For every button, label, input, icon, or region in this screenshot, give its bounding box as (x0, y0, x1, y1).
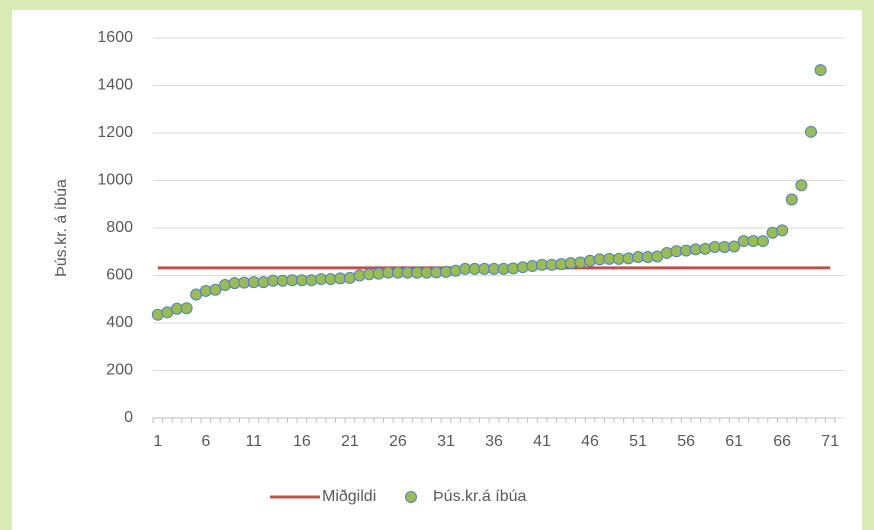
y-tick-label: 800 (106, 219, 133, 236)
x-tick-label: 66 (773, 433, 791, 450)
x-tick-label: 6 (201, 433, 210, 450)
x-tick-label: 71 (821, 433, 839, 450)
data-point (795, 179, 808, 192)
data-point (785, 193, 798, 206)
data-point (209, 283, 222, 296)
data-point (699, 242, 712, 255)
y-tick-label: 200 (106, 362, 133, 379)
y-tick-label: 0 (124, 409, 133, 426)
y-tick-label: 400 (106, 314, 133, 331)
data-point (180, 302, 193, 315)
data-point (449, 264, 462, 277)
y-tick-label: 1400 (97, 77, 133, 94)
legend-label: Þús.kr.á íbúa (433, 488, 526, 505)
x-tick-label: 16 (293, 433, 311, 450)
x-tick-label: 31 (437, 433, 455, 450)
x-tick-label: 11 (246, 433, 263, 450)
x-tick-label: 41 (533, 433, 551, 450)
x-tick-label: 56 (677, 433, 695, 450)
legend-label: Miðgildi (322, 488, 376, 505)
data-point (776, 224, 789, 237)
y-tick-label: 1000 (97, 172, 133, 189)
x-tick-label: 36 (485, 433, 503, 450)
x-tick-label: 26 (389, 433, 407, 450)
data-point (728, 240, 741, 253)
x-tick-label: 51 (629, 433, 647, 450)
y-axis-label: Þús.kr. á íbúa (53, 179, 70, 277)
y-tick-label: 1200 (97, 124, 133, 141)
data-point (756, 235, 769, 248)
data-point (219, 279, 232, 291)
y-tick-label: 600 (106, 267, 133, 284)
x-tick-label: 61 (725, 433, 743, 450)
x-tick-label: 1 (153, 433, 162, 450)
data-point (804, 125, 817, 138)
legend-swatch (405, 491, 417, 503)
x-tick-label: 46 (581, 433, 599, 450)
y-tick-label: 1600 (97, 29, 133, 46)
data-point (814, 64, 827, 77)
x-tick-label: 21 (341, 433, 359, 450)
